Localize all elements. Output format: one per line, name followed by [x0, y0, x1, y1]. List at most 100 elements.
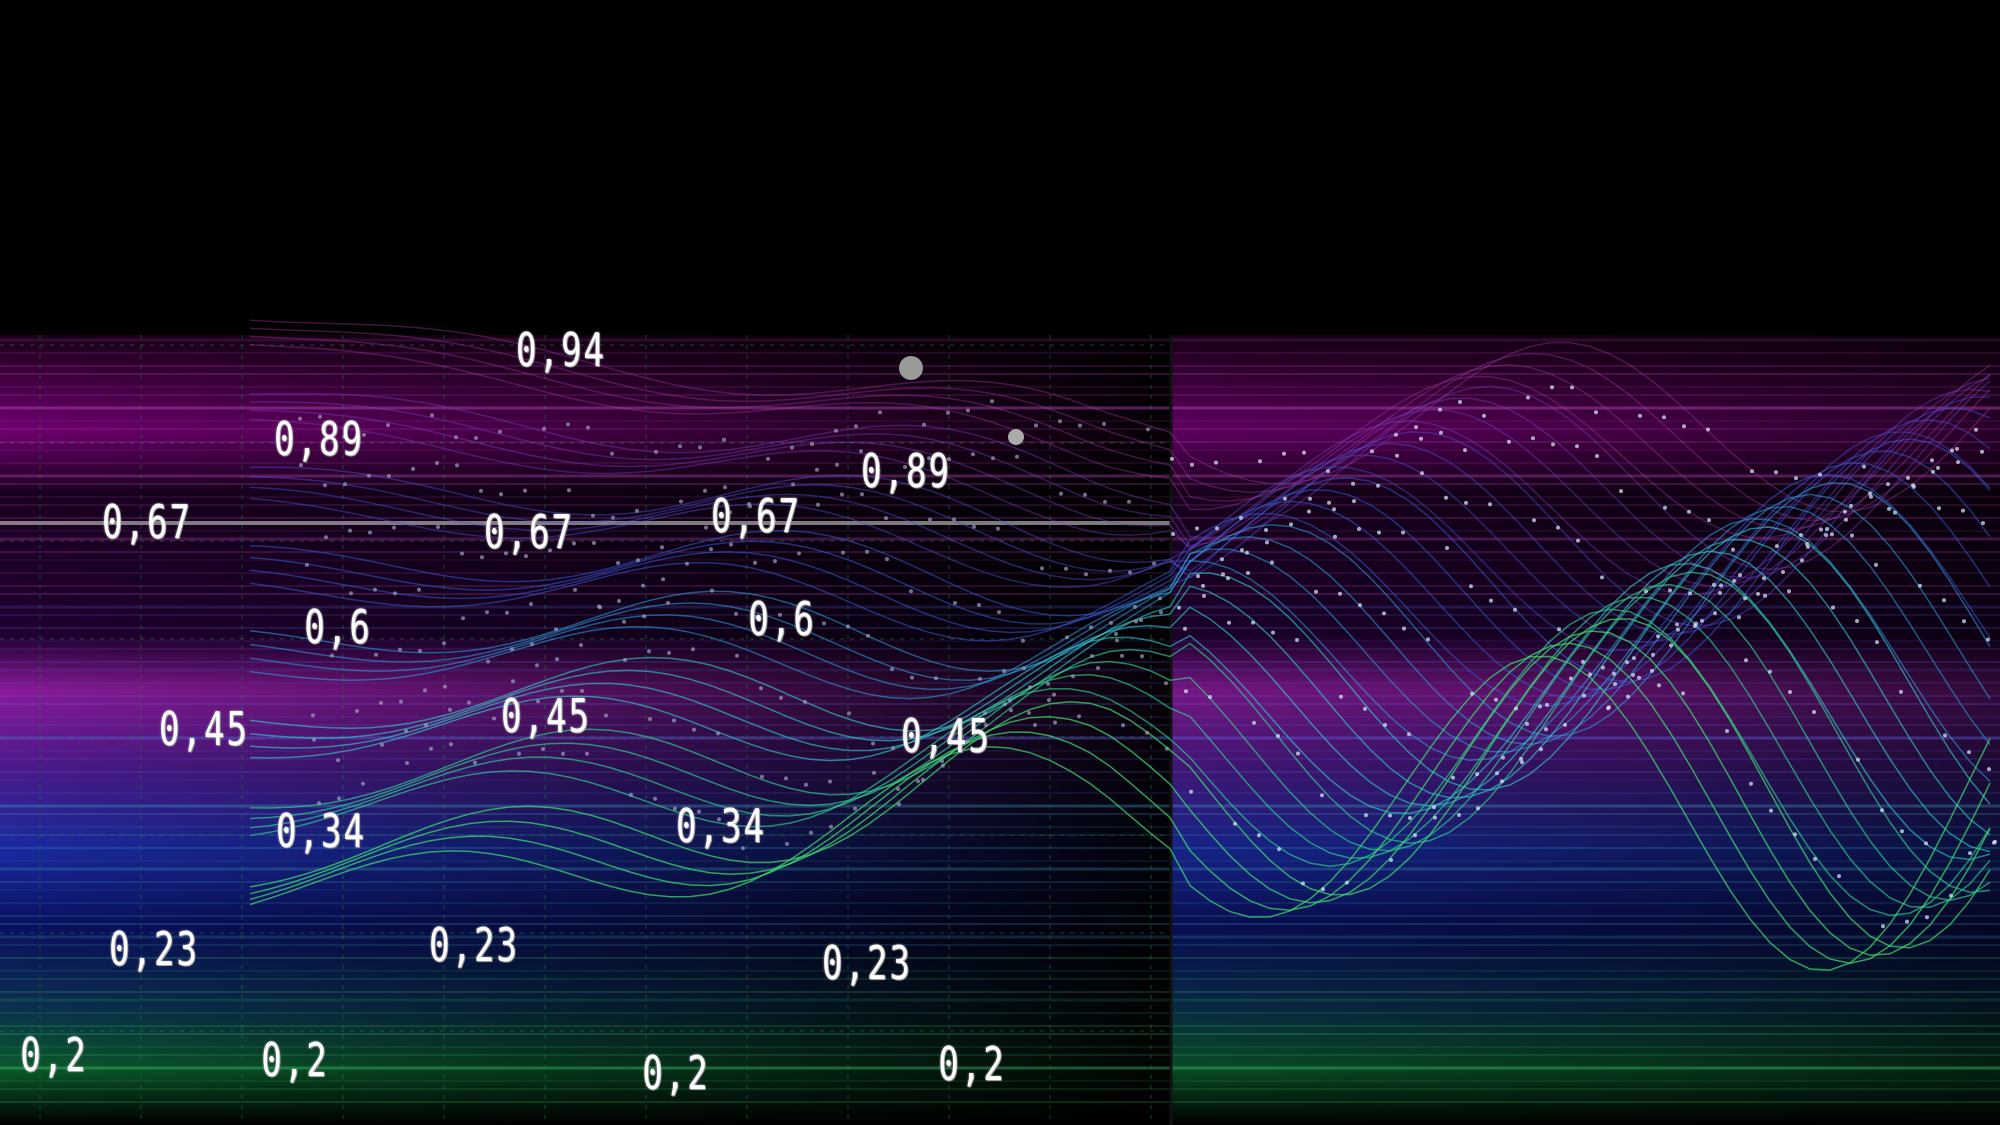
mesh-node	[1184, 689, 1188, 694]
mesh-node	[1955, 446, 1959, 451]
mesh-node	[673, 806, 677, 811]
mesh-node	[1444, 495, 1448, 500]
mesh-node	[778, 612, 782, 617]
mesh-node	[379, 700, 383, 705]
mesh-node	[1799, 533, 1803, 537]
mesh-node	[1065, 635, 1069, 640]
mesh-node	[1475, 772, 1479, 777]
mesh-node	[717, 817, 721, 822]
mesh-node	[554, 627, 558, 632]
mesh-node	[548, 548, 552, 553]
mesh-node	[1276, 734, 1280, 738]
mesh-node	[486, 659, 490, 664]
mesh-node	[790, 445, 794, 450]
mesh-node	[1526, 395, 1530, 400]
mesh-node	[591, 513, 595, 518]
value-label: 0,89	[861, 445, 951, 499]
mesh-node	[661, 577, 665, 582]
mesh-node	[1021, 638, 1025, 643]
wave-line	[249, 642, 1991, 964]
mesh-node	[947, 457, 951, 462]
mesh-node	[467, 700, 471, 705]
mesh-node	[1906, 475, 1910, 480]
mesh-node	[1650, 668, 1654, 673]
mesh-node	[1308, 496, 1312, 501]
value-label: 0,67	[711, 490, 801, 544]
mesh-node	[1651, 652, 1655, 657]
mesh-node	[953, 601, 957, 605]
mesh-node	[1352, 499, 1356, 504]
horizontal-streaks	[0, 338, 2000, 1103]
mesh-node	[647, 649, 651, 654]
mesh-node	[580, 689, 584, 693]
mesh-node	[1295, 638, 1299, 642]
mesh-node	[754, 614, 758, 619]
mesh-node	[517, 751, 521, 756]
mesh-node	[1408, 816, 1412, 820]
mesh-node	[380, 742, 384, 747]
mesh-node	[1600, 575, 1604, 580]
mesh-node	[1687, 509, 1691, 514]
mesh-node	[1445, 546, 1449, 550]
mesh-node	[504, 551, 508, 556]
mesh-node	[1258, 459, 1262, 464]
mesh-node	[959, 727, 963, 732]
mesh-node	[1625, 660, 1629, 665]
mesh-node	[529, 602, 533, 606]
mesh-node	[1819, 527, 1823, 532]
value-label: 0,45	[159, 703, 249, 757]
mesh-node	[368, 530, 372, 535]
mesh-node	[1052, 692, 1056, 697]
wave-line	[249, 506, 1991, 753]
wave-line	[249, 473, 1991, 707]
mesh-node	[1027, 710, 1031, 715]
mesh-node	[1813, 856, 1817, 861]
mesh-node	[810, 442, 814, 446]
mesh-node	[312, 737, 316, 742]
mesh-node	[1363, 706, 1367, 711]
mesh-node	[1146, 427, 1150, 432]
mesh-node	[1053, 720, 1057, 725]
wave-line	[249, 388, 1991, 596]
mesh-node	[1718, 591, 1722, 595]
mesh-node	[436, 525, 440, 529]
mesh-node	[722, 437, 726, 442]
mesh-node	[1719, 583, 1723, 588]
mesh-node	[1668, 588, 1672, 593]
mesh-node	[1962, 619, 1966, 624]
mesh-node	[1775, 544, 1779, 549]
mesh-node	[1769, 808, 1773, 813]
mesh-node	[1164, 681, 1168, 686]
wave-line	[249, 327, 1991, 522]
mesh-node	[1563, 722, 1567, 727]
mesh-node	[1763, 593, 1767, 598]
mesh-node	[840, 492, 844, 497]
value-label: 0,2	[20, 1029, 88, 1083]
mesh-node	[535, 663, 539, 668]
mesh-node	[404, 728, 408, 733]
mesh-node	[1064, 566, 1068, 571]
mesh-node	[498, 429, 502, 434]
mesh-node	[1818, 472, 1822, 477]
mesh-node	[1924, 841, 1928, 846]
mesh-node	[1257, 833, 1261, 838]
mesh-node	[1494, 697, 1498, 702]
mesh-node	[698, 445, 702, 450]
mesh-node	[928, 517, 932, 522]
mesh-node	[1083, 492, 1087, 497]
mesh-node	[760, 774, 764, 779]
wave-line	[249, 344, 1991, 539]
mesh-node	[846, 624, 850, 629]
mesh-node	[523, 488, 527, 493]
mesh-node	[1581, 659, 1585, 664]
wave-line	[249, 583, 1991, 902]
mesh-node	[965, 739, 969, 744]
mesh-node	[785, 841, 789, 846]
mesh-node	[561, 751, 565, 756]
mesh-node	[1788, 690, 1792, 694]
mesh-node	[1120, 653, 1124, 658]
mesh-node	[1507, 439, 1511, 444]
mesh-node	[685, 561, 689, 566]
mesh-node	[1426, 637, 1430, 642]
mesh-node	[996, 526, 1000, 531]
